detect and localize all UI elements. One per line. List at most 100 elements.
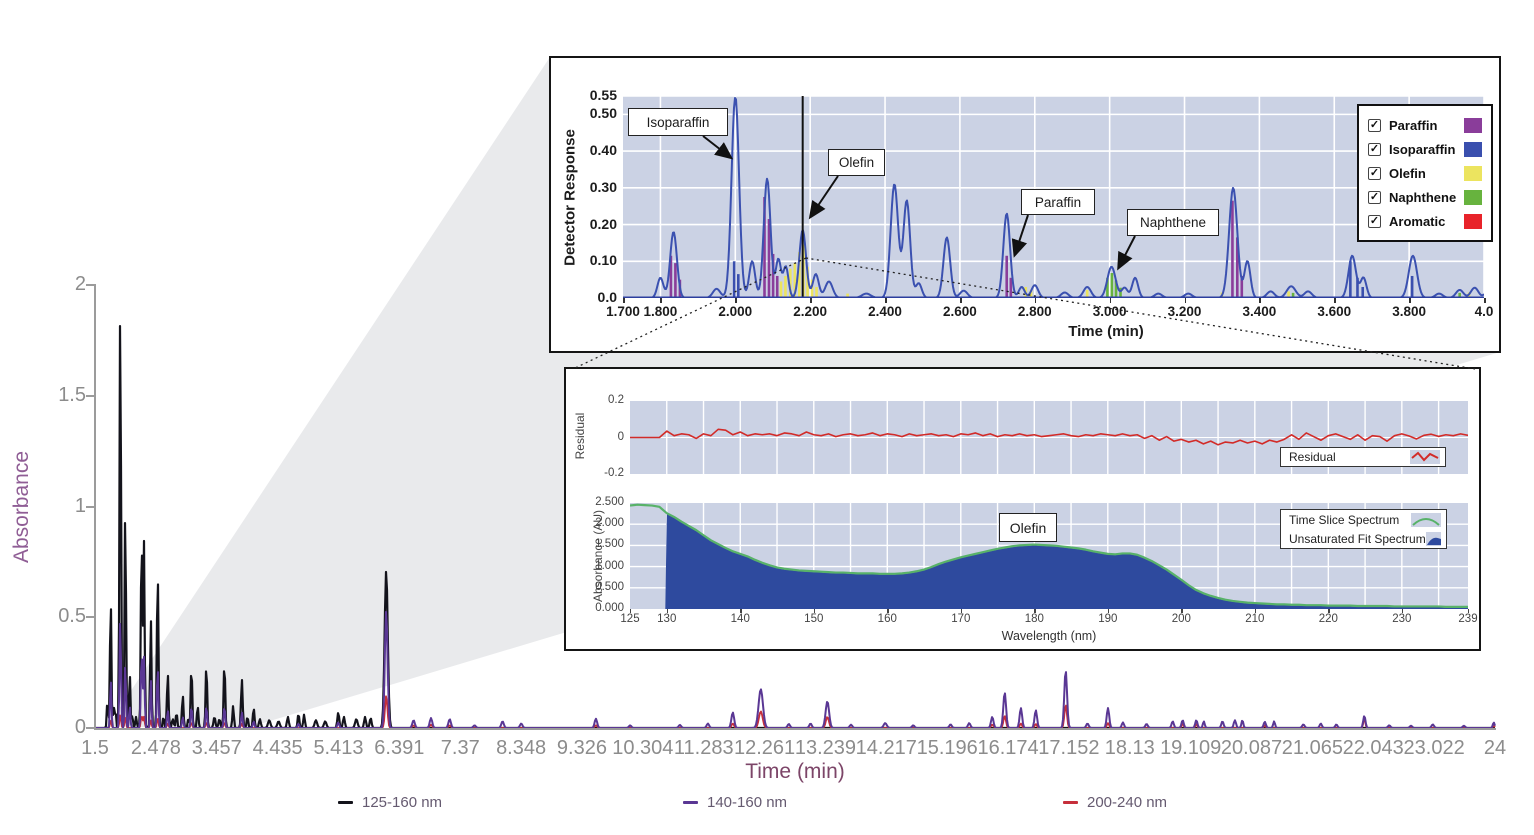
spectrum-x-tick-label: 130 <box>657 613 677 625</box>
component-legend-row: ✓ Olefin <box>1368 161 1482 185</box>
detector-x-tick-label: 4.0 <box>1474 304 1494 319</box>
detector-x-tick-mark <box>660 298 663 303</box>
annotation-naphthene: Naphthene <box>1127 209 1219 236</box>
component-checkbox[interactable]: ✓ <box>1368 118 1381 132</box>
time-slice-legend-label: Time Slice Spectrum <box>1289 512 1400 527</box>
main-x-tick-label: 12.261 <box>733 737 796 759</box>
main-y-axis-line <box>94 284 96 729</box>
legend-dash-125-160 <box>338 800 353 804</box>
main-x-tick-label: 24 <box>1483 737 1507 759</box>
component-color-swatch <box>1464 189 1482 205</box>
detector-x-axis-label: Time (min) <box>1068 323 1144 340</box>
detector-x-tick-label: 2.400 <box>868 304 902 319</box>
component-legend-label: Isoparaffin <box>1389 141 1456 157</box>
detector-x-tick-mark <box>1334 298 1336 303</box>
main-legend-item-125-160[interactable]: 125-160 nm <box>338 792 442 812</box>
detector-x-tick-mark <box>1184 298 1187 303</box>
detector-x-tick-mark <box>1109 298 1112 303</box>
main-legend-item-140-160[interactable]: 140-160 nm <box>683 792 787 812</box>
main-x-tick-label: 23.022 <box>1403 737 1465 759</box>
spectrum-inset: Residual 0.2 0 -0.2 Residual Absorbance (A… <box>564 367 1481 651</box>
main-y-tick-label: 1 <box>74 494 86 517</box>
main-x-tick-label: 18.13 <box>1104 737 1155 759</box>
component-legend-label: Naphthene <box>1389 189 1457 205</box>
unsaturated-fit-legend-label: Unsaturated Fit Spectrum <box>1289 531 1426 546</box>
main-x-tick-label: 5.413 <box>313 737 364 759</box>
spectrum-x-tick-label: 125 <box>620 613 640 625</box>
main-x-axis-line <box>94 728 1496 730</box>
component-legend-label: Aromatic <box>1389 213 1446 229</box>
main-x-tick-label: 4.435 <box>252 737 303 759</box>
spectrum-y-tick-label: 2.500 <box>595 496 624 508</box>
spectrum-x-tick-mark <box>630 609 632 613</box>
main-y-tick-label: 2 <box>74 273 86 295</box>
residual-legend-icon <box>1410 450 1440 464</box>
main-x-tick-label: 8.348 <box>496 737 547 759</box>
main-x-tick-label: 17.152 <box>1038 737 1100 759</box>
component-checkbox[interactable]: ✓ <box>1368 166 1381 180</box>
main-x-tick-label: 22.043 <box>1342 737 1404 759</box>
main-x-tick-label: 13.239 <box>794 737 856 759</box>
detector-x-tick-mark <box>1259 298 1261 303</box>
spectrum-y-tick-label: 0.000 <box>595 602 624 614</box>
component-color-swatch <box>1464 141 1482 157</box>
residual-y-tick-label: 0 <box>617 430 624 443</box>
detector-x-tick-mark <box>810 298 812 303</box>
component-checkbox[interactable]: ✓ <box>1368 142 1381 156</box>
legend-label-200-240: 200-240 nm <box>1087 793 1168 811</box>
main-legend-item-200-240[interactable]: 200-240 nm <box>1063 792 1167 812</box>
main-x-tick-label: 6.391 <box>374 737 425 759</box>
detector-x-tick-mark <box>735 298 737 303</box>
annotation-olefin: Olefin <box>828 149 885 176</box>
spectrum-x-tick-label: 220 <box>1318 613 1338 625</box>
main-x-tick-label: 3.457 <box>191 737 242 759</box>
component-color-swatch <box>1464 165 1482 181</box>
main-y-axis-label: Absorbance <box>10 450 33 564</box>
detector-y-tick-label: 0.50 <box>589 105 617 122</box>
detector-y-tick-label: 0.10 <box>589 252 617 269</box>
spectrum-x-tick-label: 170 <box>951 613 971 625</box>
spectrum-legend[interactable]: Time Slice Spectrum Unsaturated Fit Spec… <box>1280 509 1447 549</box>
component-legend-label: Olefin <box>1389 165 1426 181</box>
spectrum-y-tick-label: 1.500 <box>595 538 624 551</box>
time-slice-legend-icon <box>1411 512 1441 527</box>
main-x-tick-label: 15.196 <box>916 737 978 759</box>
main-y-tick-mark <box>86 505 95 508</box>
component-legend: ✓ Paraffin ✓ Isoparaffin ✓ Olefin ✓ Naphthene ✓ A… <box>1357 104 1493 242</box>
main-y-tick-label: 0 <box>74 716 86 738</box>
detector-x-tick-label: 2.000 <box>718 304 753 319</box>
legend-dash-200-240 <box>1063 800 1078 804</box>
spectrum-x-tick-mark <box>1401 609 1404 613</box>
detector-x-tick-mark <box>1484 298 1486 303</box>
component-checkbox[interactable]: ✓ <box>1368 214 1381 228</box>
component-checkbox[interactable]: ✓ <box>1368 190 1381 204</box>
spectrum-x-tick-label: 200 <box>1171 613 1191 625</box>
spectrum-x-tick-mark <box>740 609 742 613</box>
component-legend-row: ✓ Naphthene <box>1368 185 1482 209</box>
detector-y-tick-label: 0.0 <box>597 289 617 305</box>
main-x-tick-label: 19.109 <box>1160 737 1222 759</box>
main-y-tick-mark <box>86 394 95 397</box>
main-x-tick-label: 10.304 <box>612 737 674 759</box>
detector-x-tick-label: 3.600 <box>1317 304 1352 319</box>
spectrum-x-tick-mark <box>1181 609 1183 613</box>
spectrum-x-tick-label: 180 <box>1024 613 1044 625</box>
detector-x-tick-label: 2.600 <box>943 304 977 319</box>
spectrum-x-tick-label: 140 <box>730 613 750 625</box>
detector-x-tick-label: 2.200 <box>793 304 828 319</box>
spectrum-x-tick-label: 190 <box>1098 613 1118 625</box>
legend-dash-140-160 <box>683 800 698 804</box>
residual-legend[interactable]: Residual <box>1280 447 1446 467</box>
spectrum-x-axis-label: Wavelength (nm) <box>1001 629 1097 643</box>
spectrum-y-tick-label: 2.000 <box>595 517 624 530</box>
main-y-tick-mark <box>86 727 95 729</box>
annotation-isoparaffin: Isoparaffin <box>628 108 728 136</box>
detector-x-tick-mark <box>959 298 962 303</box>
spectrum-y-tick-label: 0.500 <box>595 580 624 593</box>
detector-y-tick-label: 0.55 <box>589 87 617 103</box>
spectrum-x-tick-mark <box>1328 609 1330 613</box>
detector-response-inset: Detector Response 0.55 0.50 0.40 0.30 0.20 0.… <box>549 56 1501 353</box>
legend-label-140-160: 140-160 nm <box>707 793 788 811</box>
spectrum-x-tick-mark <box>666 609 669 613</box>
unsaturated-fit-legend-icon <box>1425 531 1441 546</box>
